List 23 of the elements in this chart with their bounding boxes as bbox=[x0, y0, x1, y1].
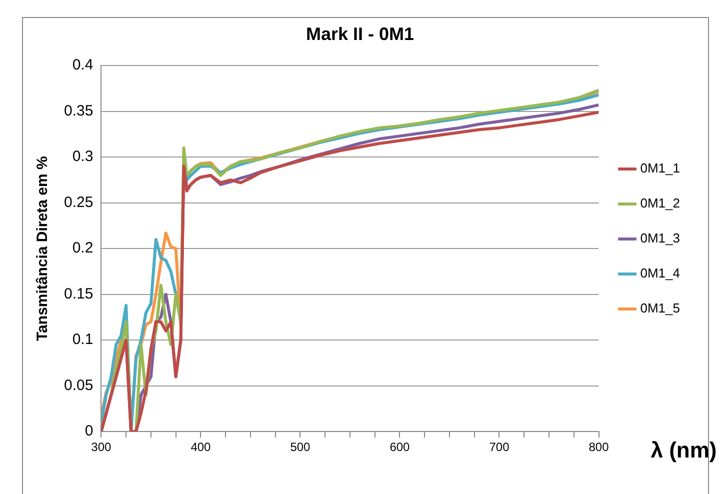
y-tick-label: 0.3 bbox=[72, 148, 94, 166]
legend-label: 0M1_3 bbox=[640, 230, 680, 246]
y-tick-label: 0.15 bbox=[64, 285, 94, 302]
y-axis-title: Tansmitância Direta em % bbox=[34, 156, 52, 341]
y-tick-label: 0.35 bbox=[64, 102, 94, 120]
y-tick-label: 0.4 bbox=[72, 56, 94, 74]
chart-title: Mark II - 0M1 bbox=[306, 24, 414, 44]
x-tick-label: 400 bbox=[190, 440, 212, 454]
y-tick-label: 0.2 bbox=[72, 240, 94, 257]
x-axis-title: λ (nm) bbox=[650, 438, 717, 463]
x-tick-label: 600 bbox=[390, 440, 410, 454]
x-tick-label: 800 bbox=[588, 440, 610, 454]
y-tick-label: 0.05 bbox=[64, 376, 94, 394]
y-tick-label: 0 bbox=[84, 422, 94, 440]
y-tick-label: 0.1 bbox=[72, 331, 94, 348]
legend-label: 0M1_4 bbox=[640, 266, 680, 281]
legend-label: 0M1_1 bbox=[640, 160, 680, 176]
x-tick-label: 700 bbox=[489, 440, 510, 454]
y-tick-label: 0.25 bbox=[64, 194, 94, 211]
legend-label: 0M1_5 bbox=[640, 300, 680, 316]
x-tick-label: 500 bbox=[290, 440, 311, 454]
legend-label: 0M1_2 bbox=[640, 196, 680, 211]
x-tick-label: 300 bbox=[91, 440, 112, 454]
